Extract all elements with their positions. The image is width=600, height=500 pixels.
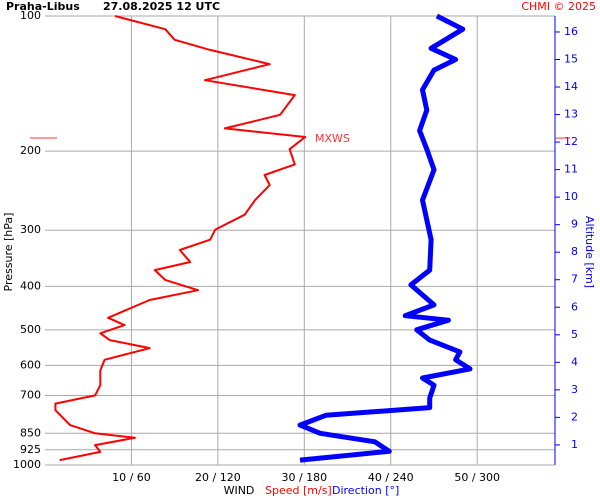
y2-tick-label: 4 xyxy=(571,355,578,368)
y2-tick-label: 13 xyxy=(564,108,578,121)
annotation: MXWS xyxy=(315,132,350,145)
y2-tick-label: 6 xyxy=(571,300,578,313)
y2-tick-label: 3 xyxy=(571,383,578,396)
series-line xyxy=(297,13,473,463)
y-tick-label: 700 xyxy=(20,388,41,401)
chart-subtitle: 27.08.2025 12 UTC xyxy=(103,0,220,13)
y2-tick-label: 12 xyxy=(564,135,578,148)
x-tick-label: 40 / 240 xyxy=(368,471,414,484)
y-tick-label: 600 xyxy=(20,358,41,371)
y-tick-label: 500 xyxy=(20,323,41,336)
y2-tick-label: 10 xyxy=(564,190,578,203)
y-axis-label: Pressure [hPa] xyxy=(2,213,15,292)
y-tick-label: 200 xyxy=(20,144,41,157)
x-tick-label: 30 / 180 xyxy=(281,471,327,484)
y2-axis-label: Altitude [km] xyxy=(583,216,596,288)
x-tick-label: 20 / 120 xyxy=(195,471,241,484)
x-tick-label: 10 / 60 xyxy=(112,471,151,484)
legend-entry: Direction [°] xyxy=(332,484,399,497)
y2-tick-label: 1 xyxy=(571,438,578,451)
credit: CHMI © 2025 xyxy=(521,0,596,13)
y2-tick-label: 14 xyxy=(564,80,578,93)
chart-title: Praha-Libus xyxy=(6,0,80,13)
y-tick-label: 300 xyxy=(20,223,41,236)
y2-tick-label: 7 xyxy=(571,273,578,286)
y2-tick-label: 15 xyxy=(564,52,578,65)
y-tick-label: 100 xyxy=(20,9,41,22)
y-tick-label: 1000 xyxy=(13,458,41,471)
legend-entry: Speed [m/s] xyxy=(265,484,332,497)
y-tick-label: 850 xyxy=(20,426,41,439)
y2-tick-label: 5 xyxy=(571,328,578,341)
y-tick-label: 400 xyxy=(20,279,41,292)
y2-tick-label: 2 xyxy=(571,410,578,423)
y2-tick-label: 16 xyxy=(564,25,578,38)
y2-tick-label: 9 xyxy=(571,218,578,231)
y2-tick-label: 11 xyxy=(564,163,578,176)
x-axis-label: WIND xyxy=(224,484,255,497)
x-tick-label: 50 / 300 xyxy=(454,471,500,484)
y-tick-label: 925 xyxy=(20,443,41,456)
y2-tick-label: 8 xyxy=(571,245,578,258)
series-line xyxy=(54,15,307,462)
